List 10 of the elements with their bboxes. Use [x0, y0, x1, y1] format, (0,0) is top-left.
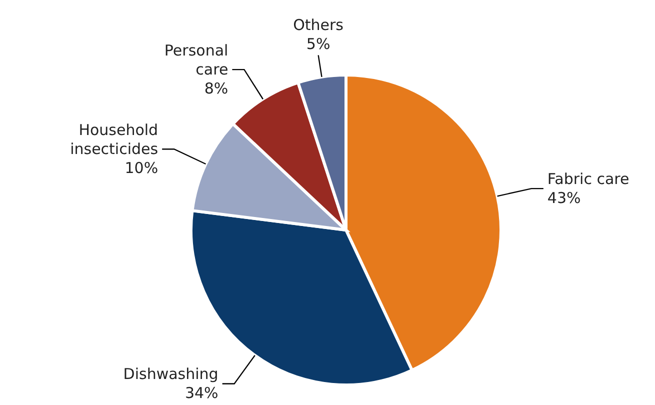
slice-label: Household insecticides: [70, 121, 158, 158]
data-label: 5%: [306, 35, 330, 54]
slice-label: Fabric care: [547, 170, 630, 188]
data-label: 10%: [124, 159, 158, 178]
data-label: 34%: [184, 384, 218, 402]
data-label: 43%: [547, 189, 581, 208]
slice-label: Dishwashing: [123, 365, 218, 384]
data-label: 8%: [204, 80, 228, 98]
slice-label: Others: [293, 16, 344, 34]
slice-label: Personal care: [164, 42, 228, 79]
